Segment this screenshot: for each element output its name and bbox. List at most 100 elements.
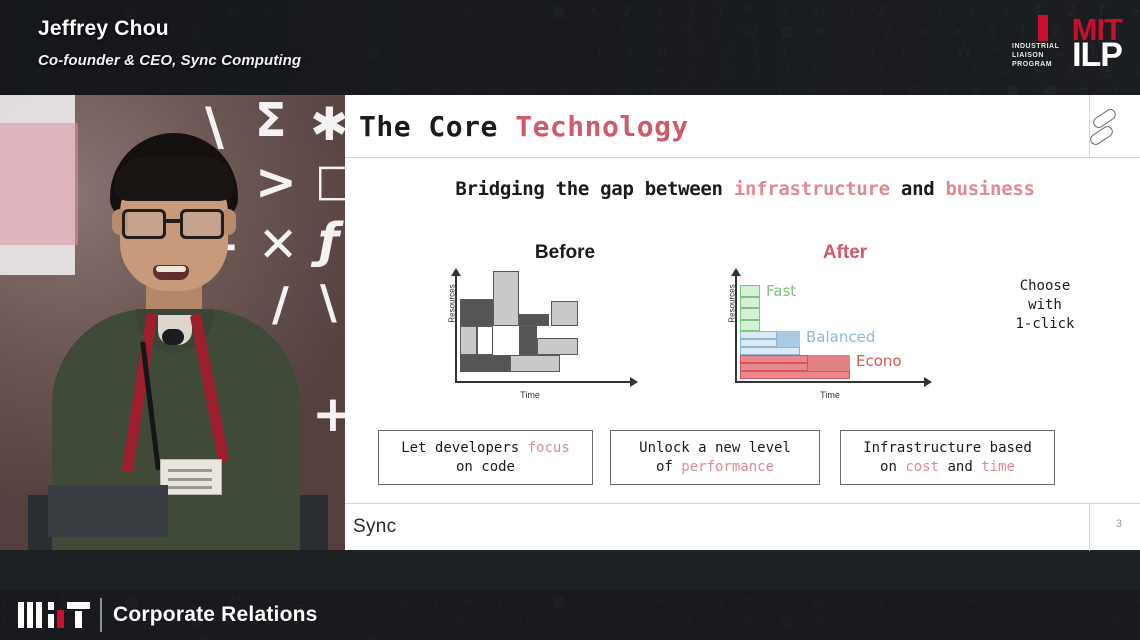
speaker-name: Jeffrey Chou xyxy=(38,17,169,40)
subtitle-accent2: business xyxy=(945,178,1035,200)
slide-footer: Sync 3 xyxy=(345,503,1140,551)
mit-logo-icon xyxy=(18,602,90,628)
bottom-bar-separator xyxy=(100,598,102,632)
bottom-overlay xyxy=(0,590,1140,640)
before-block xyxy=(460,355,510,372)
logo-red-block xyxy=(1038,15,1048,41)
microphone-head xyxy=(162,329,184,345)
backdrop-symbol-square: □ xyxy=(315,155,345,206)
before-block xyxy=(460,299,493,326)
tag2-part1: Unlock a new level xyxy=(639,439,791,456)
after-tier-label-econo: Econo xyxy=(856,352,902,370)
logo-sub-line1: INDUSTRIAL xyxy=(1012,43,1060,50)
logo-sub-line2: LIAISON xyxy=(1012,52,1044,59)
backdrop-symbol-backslash: \ xyxy=(205,97,224,157)
speaker-hair-front xyxy=(114,157,234,201)
after-tier-cell xyxy=(740,285,760,297)
after-y-label: Resources xyxy=(727,284,737,323)
backdrop-symbol-backslash-2: \ xyxy=(320,275,337,329)
chart-after: Resources Time Fast Balanced Econo xyxy=(728,268,950,400)
after-x-axis xyxy=(735,378,932,387)
slide-header: The Core Technology xyxy=(345,95,1140,158)
slide-subtitle: Bridging the gap between infrastructure … xyxy=(395,178,1095,200)
before-y-axis xyxy=(451,268,460,383)
logo-sub-line3: PROGRAM xyxy=(1012,61,1053,68)
speaker-ear-right xyxy=(220,209,236,235)
after-tier-cell xyxy=(740,347,800,355)
after-tier-fast xyxy=(740,285,760,331)
subtitle-part1: Bridging the gap between xyxy=(455,178,734,200)
backdrop-symbol-times: ✕ xyxy=(258,217,299,273)
laptop xyxy=(48,485,168,537)
name-badge xyxy=(160,459,222,495)
footer-divider xyxy=(1089,504,1090,551)
subtitle-accent1: infrastructure xyxy=(733,178,890,200)
after-tier-cell xyxy=(740,319,760,331)
after-tier-label-fast: Fast xyxy=(766,282,797,300)
logo-ilp-text: ILP xyxy=(1072,36,1123,74)
footer-brand: Sync xyxy=(353,516,397,537)
slide-title-accent: Technology xyxy=(515,110,689,143)
before-block xyxy=(493,271,519,326)
tag3-part3: and xyxy=(939,458,982,475)
backdrop-symbol-asterisk: ✱ xyxy=(310,97,345,151)
slide-page-number: 3 xyxy=(1115,518,1122,530)
subtitle-part2: and xyxy=(889,178,946,200)
tag3-part1: Infrastructure based xyxy=(863,439,1032,456)
before-block xyxy=(537,338,578,355)
before-block xyxy=(519,314,549,326)
banner-overlay xyxy=(0,0,1140,95)
after-x-label: Time xyxy=(820,390,840,400)
backdrop-symbol-fn: ƒ xyxy=(318,213,339,269)
before-block xyxy=(510,355,560,372)
before-block xyxy=(551,301,578,326)
speaker-video[interactable]: \ Σ ✱ + > □ + ✕ ƒ / \ + xyxy=(0,95,345,550)
speaker-figure xyxy=(28,133,328,550)
tag2-part2: of xyxy=(655,458,682,475)
after-tier-econo xyxy=(740,355,850,379)
sync-computing-logo-icon xyxy=(1088,105,1122,151)
backdrop-poster-inner xyxy=(0,123,78,245)
tag1-part1: Let developers xyxy=(401,439,528,456)
logo-mit-text: MIT xyxy=(1071,12,1123,47)
after-tier-extra-cell xyxy=(777,331,800,347)
speaker-banner: ) • ƒ ∈ ■ ∪ Γ W / ∈ × = ∈ / Ψ \ / ■ X 2 … xyxy=(0,0,1140,95)
before-block xyxy=(477,326,493,355)
glasses-lens-left xyxy=(122,209,166,239)
before-x-label: Time xyxy=(520,390,540,400)
tag3-part2: on xyxy=(880,458,906,475)
choose-line2: with xyxy=(1028,297,1062,313)
backdrop-symbol-slash-1: / xyxy=(272,277,289,331)
value-prop-box-3: Infrastructure based on cost and time xyxy=(840,430,1055,485)
value-prop-box-1: Let developers focus on code xyxy=(378,430,593,485)
before-block xyxy=(460,326,477,355)
bottom-bar-label: Corporate Relations xyxy=(113,603,318,626)
after-tier-cell xyxy=(740,363,809,371)
backdrop-symbol-plus-3: + xyxy=(312,385,345,443)
before-x-axis xyxy=(455,378,638,387)
after-tier-cell xyxy=(740,296,760,308)
mit-ilp-logo: MIT ILP INDUSTRIAL LIAISON PROGRAM xyxy=(1012,12,1123,78)
speaker-teeth xyxy=(156,266,186,272)
glasses-lens-right xyxy=(180,209,224,239)
after-tier-cell xyxy=(740,355,809,363)
backdrop-symbol-sigma: Σ xyxy=(255,95,287,147)
after-y-axis xyxy=(731,268,740,383)
bottom-brand-bar: ) • ƒ ∈ ■ ∪ Γ W / ∈ × = ∈ / Ψ \ / ■ X 2 … xyxy=(0,590,1140,640)
tag1-accent1: focus xyxy=(527,439,570,456)
before-block xyxy=(519,326,537,355)
column-heading-before: Before xyxy=(534,242,596,263)
before-y-label: Resources xyxy=(447,284,457,323)
after-tier-cell xyxy=(740,308,760,320)
after-tier-balanced xyxy=(740,331,800,355)
tag3-accent2: cost xyxy=(905,458,940,475)
speaker-role: Co-founder & CEO, Sync Computing xyxy=(38,52,302,69)
slide-title: The Core Technology xyxy=(359,110,689,143)
value-prop-box-2: Unlock a new level of performance xyxy=(610,430,820,485)
after-tier-cell xyxy=(740,339,778,347)
logo-subtitle: INDUSTRIAL LIAISON PROGRAM xyxy=(1012,42,1059,69)
after-tier-extra-cell xyxy=(808,355,850,371)
presentation-slide[interactable]: The Core Technology Bridging the gap bet… xyxy=(345,95,1140,551)
choose-line3: 1-click xyxy=(1015,316,1075,332)
